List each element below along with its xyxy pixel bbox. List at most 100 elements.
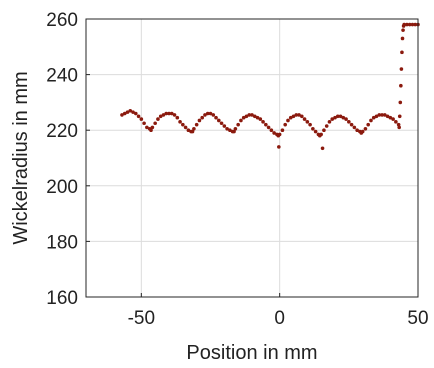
data-point [388, 115, 393, 120]
data-point [277, 132, 282, 137]
data-point [297, 113, 301, 117]
data-point [360, 129, 365, 134]
data-point [294, 113, 299, 117]
data-point [266, 125, 271, 130]
data-point [214, 115, 218, 120]
data-point [252, 114, 257, 119]
data-point [283, 122, 288, 127]
data-point [338, 114, 343, 119]
data-point [277, 145, 281, 149]
data-point [194, 122, 199, 127]
data-point [399, 83, 403, 88]
y-axis-label: Wickelradius in mm [10, 71, 32, 244]
data-point [158, 114, 163, 119]
data-point [219, 121, 224, 126]
data-point [377, 113, 382, 117]
data-point [192, 127, 196, 131]
data-point [320, 146, 325, 151]
data-point [156, 117, 160, 121]
data-point [401, 28, 405, 32]
y-tick-label: 160 [46, 288, 78, 309]
data-point [400, 36, 405, 41]
data-point [222, 124, 227, 128]
data-point [149, 128, 153, 132]
data-point [269, 128, 274, 132]
y-tick-label: 200 [46, 177, 78, 198]
data-point [125, 110, 130, 114]
data-point [288, 115, 293, 120]
data-point [311, 127, 315, 131]
data-point [344, 117, 348, 121]
data-point [413, 22, 418, 27]
y-tick-label: 180 [46, 232, 78, 253]
data-point [333, 115, 337, 120]
data-point [217, 118, 221, 123]
data-point [302, 117, 307, 121]
data-point [244, 114, 249, 119]
data-point [258, 117, 263, 121]
data-point [190, 129, 195, 134]
data-point [120, 113, 124, 117]
data-point [250, 113, 254, 117]
x-tick-label: 0 [274, 308, 285, 329]
plot-frame [85, 18, 419, 298]
data-point [264, 122, 268, 127]
data-point [233, 127, 238, 131]
data-point [400, 50, 404, 55]
data-point [291, 114, 296, 119]
x-tick-labels: -50 0 50 [128, 308, 429, 329]
data-point [385, 114, 390, 119]
data-point [405, 22, 409, 27]
data-point [347, 120, 351, 124]
data-point [228, 128, 232, 132]
data-point [396, 122, 401, 127]
data-point [239, 118, 243, 123]
data-point [203, 113, 207, 117]
data-point [128, 108, 133, 113]
data-point [313, 129, 318, 134]
data-point [197, 118, 202, 123]
data-point [399, 67, 404, 71]
data-point [410, 22, 415, 27]
data-point [134, 111, 138, 116]
data-point [255, 115, 260, 120]
data-point [167, 111, 171, 116]
data-point [394, 120, 398, 124]
data-point [352, 125, 357, 130]
data-point [335, 114, 340, 119]
data-point [232, 129, 236, 134]
data-points [120, 22, 420, 151]
data-point [161, 113, 166, 117]
data-point [371, 115, 376, 120]
data-point [247, 113, 252, 117]
data-point [200, 115, 204, 120]
data-point [369, 118, 373, 123]
data-point [286, 118, 290, 123]
data-point [139, 117, 144, 121]
data-point [186, 128, 191, 132]
data-point [366, 122, 371, 127]
data-point [169, 111, 174, 116]
data-point [349, 122, 354, 127]
data-point [397, 125, 401, 130]
data-point [391, 117, 395, 121]
data-point [136, 114, 141, 119]
data-point [363, 127, 368, 131]
data-point [300, 114, 304, 119]
data-point [164, 111, 169, 116]
data-point [398, 100, 403, 105]
data-point [175, 115, 180, 120]
grid-lines [86, 18, 419, 298]
data-point [330, 117, 335, 121]
data-point [205, 111, 210, 116]
plot-area [86, 19, 418, 297]
data-point [407, 22, 412, 27]
data-point [241, 115, 246, 120]
x-tick-label: 50 [407, 308, 428, 329]
data-point [327, 120, 332, 124]
x-tick-label: -50 [128, 308, 155, 329]
data-point [211, 113, 216, 117]
data-point [355, 128, 359, 132]
